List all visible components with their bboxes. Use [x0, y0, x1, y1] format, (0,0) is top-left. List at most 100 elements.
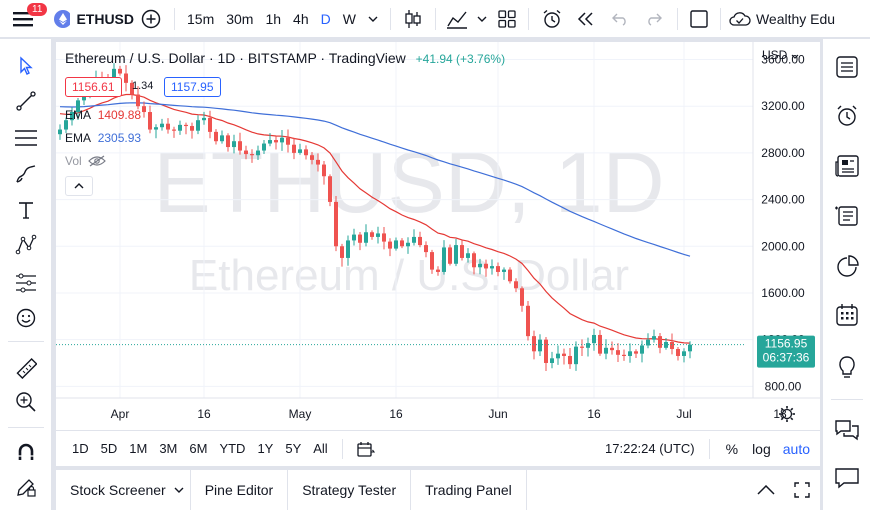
range-3m[interactable]: 3M — [159, 441, 178, 456]
emoji-tool[interactable] — [13, 305, 39, 331]
candle-body — [532, 336, 536, 352]
last-price-value: 1156.95 — [765, 337, 808, 351]
interval-15m[interactable]: 15m — [187, 10, 215, 27]
candle-body — [484, 263, 488, 269]
time-tick-label: Apr — [111, 407, 130, 421]
magnet-tool[interactable] — [13, 439, 39, 465]
range-1y[interactable]: 1Y — [257, 441, 274, 456]
candle-body — [280, 137, 284, 143]
lock-drawings-tool[interactable] — [13, 474, 39, 500]
candle-body — [616, 350, 620, 355]
candle-body — [652, 336, 656, 340]
collapse-legend-button[interactable] — [65, 176, 93, 196]
symbol-search[interactable]: ETHUSD — [46, 0, 134, 38]
interval-4h[interactable]: 4h — [293, 10, 309, 27]
fib-tool[interactable] — [13, 125, 39, 151]
range-1m[interactable]: 1M — [129, 441, 148, 456]
chats-button[interactable] — [834, 417, 860, 443]
tab-strategy-tester[interactable]: Strategy Tester — [288, 470, 412, 510]
range-5d[interactable]: 5D — [100, 441, 118, 456]
prediction-tool[interactable] — [13, 270, 39, 296]
chart-pane[interactable]: ETHUSD, 1D Ethereum / U.S. Dollar 3600.0… — [56, 42, 820, 430]
public-chats-button[interactable] — [834, 465, 860, 491]
sell-button[interactable]: 1156.61 — [65, 77, 122, 97]
candle-body — [358, 234, 362, 243]
candle-body — [316, 159, 320, 165]
auto-toggle[interactable]: auto — [782, 440, 810, 457]
expand-icon — [794, 482, 810, 498]
compare-add-button[interactable] — [134, 0, 168, 38]
account-button[interactable]: Wealthy Edu — [727, 0, 835, 38]
range-all[interactable]: All — [313, 441, 328, 456]
pattern-tool[interactable] — [13, 232, 39, 258]
interval-30m[interactable]: 30m — [226, 10, 254, 27]
candle-body — [364, 232, 368, 243]
layout-button[interactable] — [492, 0, 522, 38]
chart-style-button[interactable] — [397, 0, 429, 38]
candles-icon — [405, 9, 421, 28]
currency-selector[interactable]: USD — [762, 48, 799, 62]
magnet-icon — [18, 443, 34, 460]
ema-slow-legend[interactable]: EMA 2305.93 — [65, 131, 141, 145]
collapse-panel-button[interactable] — [748, 485, 784, 495]
volume-legend[interactable]: Vol — [65, 154, 106, 168]
replay-button[interactable] — [569, 0, 603, 38]
time-tick-label: Jun — [488, 407, 507, 421]
interval-1h[interactable]: 1h — [265, 10, 282, 27]
text-tool[interactable] — [13, 197, 39, 223]
cursor-tool[interactable] — [13, 53, 39, 79]
calendar-button[interactable] — [834, 302, 860, 328]
tab-trading-panel[interactable]: Trading Panel — [411, 470, 527, 510]
fullscreen-toggle[interactable] — [684, 0, 714, 38]
indicators-button[interactable] — [442, 0, 472, 38]
indicators-dropdown[interactable] — [472, 0, 492, 38]
measure-tool[interactable] — [13, 355, 39, 381]
zoom-tool[interactable] — [13, 389, 39, 415]
interval-d[interactable]: D — [320, 10, 331, 27]
goto-date-button[interactable] — [351, 441, 381, 457]
buy-button[interactable]: 1157.95 — [164, 77, 221, 97]
range-1d[interactable]: 1D — [72, 441, 89, 456]
watchlist-button[interactable] — [834, 54, 860, 80]
brush-tool[interactable] — [13, 161, 39, 187]
range-6m[interactable]: 6M — [189, 441, 208, 456]
candle-body — [628, 351, 632, 356]
maximize-panel-button[interactable] — [784, 482, 820, 498]
clock-timezone[interactable]: 17:22:24 (UTC) — [605, 441, 695, 456]
interval-dropdown[interactable] — [362, 0, 384, 38]
interval-w[interactable]: W — [342, 10, 356, 27]
time-axis[interactable]: Apr 16 May 16 Jun 16 Jul 18 — [111, 407, 787, 421]
percent-toggle[interactable]: % — [725, 440, 739, 457]
alert-button[interactable] — [535, 0, 569, 38]
alerts-button[interactable] — [834, 103, 860, 129]
data-window-button[interactable] — [834, 254, 860, 280]
price-tick-label: 2800.00 — [761, 146, 805, 160]
divider — [389, 7, 391, 30]
price-chart[interactable]: ETHUSD, 1D Ethereum / U.S. Dollar 3600.0… — [56, 42, 820, 430]
settings-gear[interactable] — [779, 406, 795, 422]
range-ytd[interactable]: YTD — [219, 441, 246, 456]
hints-button[interactable] — [834, 354, 860, 380]
ema-fast-legend[interactable]: EMA 1409.88 — [65, 108, 141, 122]
undo-button[interactable] — [603, 0, 637, 38]
redo-button[interactable] — [637, 0, 671, 38]
candle-body — [160, 123, 164, 128]
log-toggle[interactable]: log — [752, 440, 771, 457]
ideas-stream-button[interactable] — [834, 203, 860, 229]
tab-stock-screener[interactable]: Stock Screener — [56, 470, 191, 510]
symbol-title[interactable]: Ethereum / U.S. Dollar · 1D · BITSTAMP ·… — [65, 50, 406, 66]
price-tick-label: 2000.00 — [761, 239, 805, 253]
candle-body — [334, 201, 338, 247]
chevron-down-icon — [174, 487, 184, 493]
tab-pine-editor[interactable]: Pine Editor — [191, 470, 289, 510]
news-button[interactable] — [834, 153, 860, 179]
menu-button[interactable]: 11 — [0, 0, 48, 38]
candle-body — [226, 135, 230, 148]
candle-body — [268, 140, 272, 144]
trendline-tool[interactable] — [13, 88, 39, 114]
price-tick-label: 1600.00 — [761, 286, 805, 300]
range-5y[interactable]: 5Y — [285, 441, 302, 456]
candle-body — [580, 346, 584, 348]
candle-body — [328, 176, 332, 202]
divider — [434, 7, 436, 30]
